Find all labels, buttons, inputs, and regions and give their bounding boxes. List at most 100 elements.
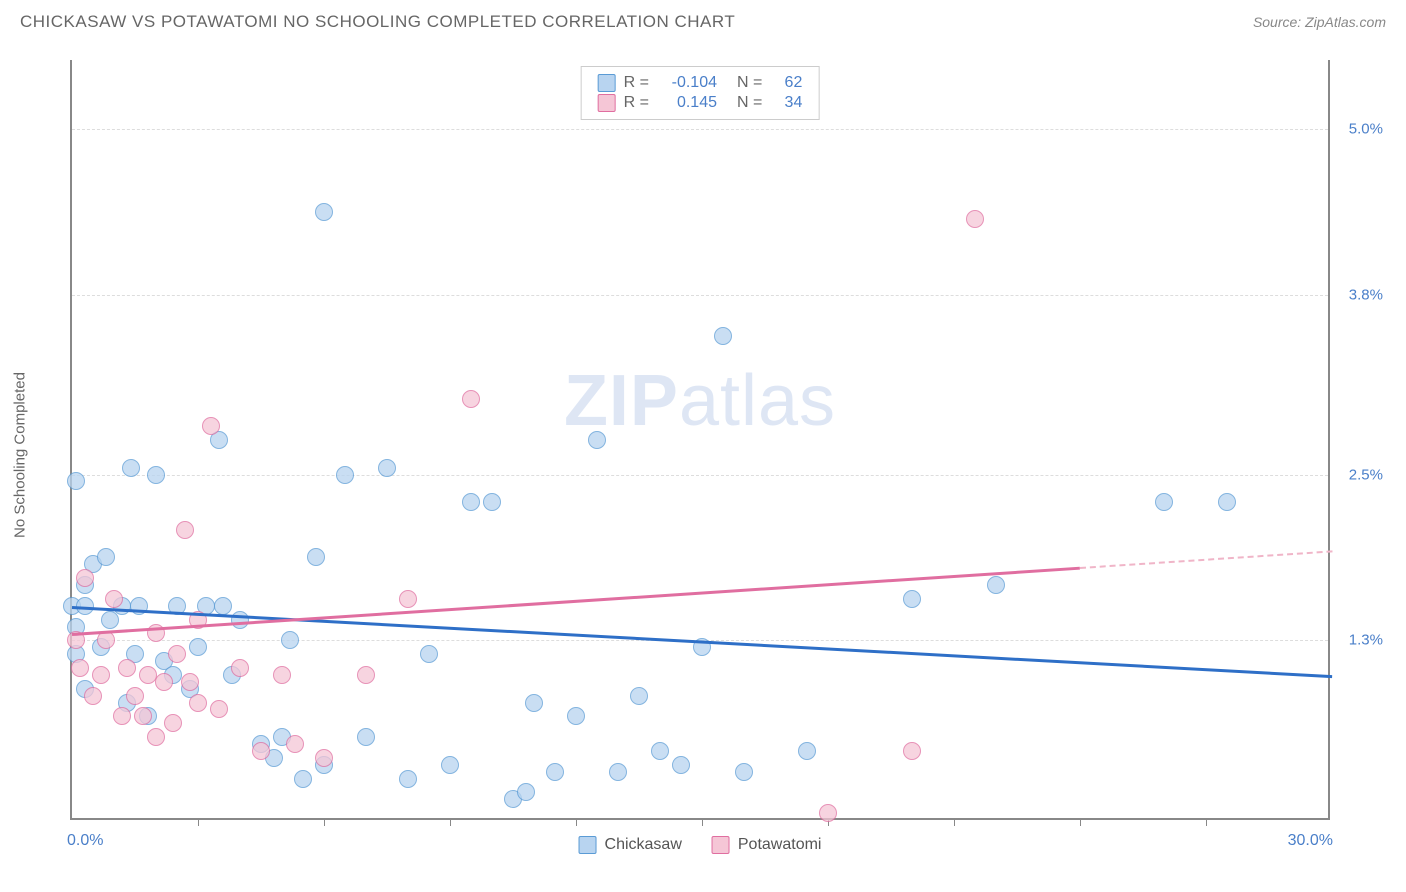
data-point	[139, 666, 157, 684]
data-point	[987, 576, 1005, 594]
data-point	[1218, 493, 1236, 511]
data-point	[210, 700, 228, 718]
legend-row: R = 0.145 N = 34	[598, 93, 803, 113]
data-point	[294, 770, 312, 788]
gridline	[72, 129, 1328, 130]
data-point	[714, 327, 732, 345]
data-point	[202, 417, 220, 435]
data-point	[588, 431, 606, 449]
trend-line	[1080, 551, 1332, 570]
legend-item: Potawatomi	[712, 836, 822, 854]
trend-line	[72, 606, 1332, 678]
data-point	[189, 638, 207, 656]
data-point	[252, 742, 270, 760]
data-point	[798, 742, 816, 760]
y-tick-label: 1.3%	[1349, 632, 1383, 649]
data-point	[903, 590, 921, 608]
data-point	[113, 707, 131, 725]
legend-swatch	[579, 836, 597, 854]
data-point	[567, 707, 585, 725]
gridline	[72, 475, 1328, 476]
n-label: N =	[737, 74, 762, 92]
data-point	[181, 673, 199, 691]
data-point	[147, 466, 165, 484]
data-point	[92, 666, 110, 684]
chart-title: CHICKASAW VS POTAWATOMI NO SCHOOLING COM…	[20, 12, 735, 32]
chart-container: No Schooling Completed ZIPatlas R =-0.10…	[50, 50, 1390, 860]
legend-swatch	[712, 836, 730, 854]
legend-row: R = -0.104 N = 62	[598, 73, 803, 93]
data-point	[546, 763, 564, 781]
data-point	[273, 666, 291, 684]
r-label: R =	[624, 74, 649, 92]
data-point	[122, 459, 140, 477]
data-point	[399, 590, 417, 608]
data-point	[378, 459, 396, 477]
data-point	[231, 659, 249, 677]
r-label: R =	[624, 94, 649, 112]
r-value: 0.145	[661, 94, 717, 112]
data-point	[281, 631, 299, 649]
data-point	[441, 756, 459, 774]
data-point	[966, 210, 984, 228]
x-axis-start-label: 0.0%	[67, 832, 103, 850]
data-point	[176, 521, 194, 539]
data-point	[286, 735, 304, 753]
data-point	[67, 472, 85, 490]
data-point	[483, 493, 501, 511]
data-point	[231, 611, 249, 629]
data-point	[525, 694, 543, 712]
data-point	[735, 763, 753, 781]
data-point	[168, 645, 186, 663]
data-point	[189, 694, 207, 712]
plot-area: ZIPatlas R =-0.104N =62R =0.145N =34 0.0…	[70, 60, 1330, 820]
data-point	[71, 659, 89, 677]
y-axis-label: No Schooling Completed	[12, 372, 29, 538]
gridline	[72, 295, 1328, 296]
series-legend: Chickasaw Potawatomi	[579, 836, 822, 854]
x-tick	[576, 818, 577, 826]
data-point	[118, 659, 136, 677]
data-point	[357, 728, 375, 746]
x-tick	[1080, 818, 1081, 826]
n-label: N =	[737, 94, 762, 112]
data-point	[672, 756, 690, 774]
legend-label: Potawatomi	[738, 836, 822, 854]
y-tick-label: 2.5%	[1349, 466, 1383, 483]
data-point	[134, 707, 152, 725]
r-value: -0.104	[661, 74, 717, 92]
data-point	[462, 493, 480, 511]
data-point	[147, 728, 165, 746]
legend-label: Chickasaw	[605, 836, 682, 854]
data-point	[164, 714, 182, 732]
data-point	[315, 203, 333, 221]
n-value: 62	[774, 74, 802, 92]
data-point	[84, 687, 102, 705]
x-tick	[324, 818, 325, 826]
data-point	[101, 611, 119, 629]
data-point	[420, 645, 438, 663]
x-tick	[450, 818, 451, 826]
data-point	[630, 687, 648, 705]
legend-item: Chickasaw	[579, 836, 682, 854]
data-point	[357, 666, 375, 684]
data-point	[399, 770, 417, 788]
legend-swatch	[598, 74, 616, 92]
data-point	[1155, 493, 1173, 511]
data-point	[105, 590, 123, 608]
x-axis-end-label: 30.0%	[1288, 832, 1333, 850]
x-tick	[702, 818, 703, 826]
data-point	[307, 548, 325, 566]
watermark: ZIPatlas	[564, 360, 836, 442]
source-attribution: Source: ZipAtlas.com	[1253, 14, 1386, 30]
n-value: 34	[774, 94, 802, 112]
data-point	[155, 673, 173, 691]
data-point	[819, 804, 837, 822]
x-tick	[954, 818, 955, 826]
x-tick	[198, 818, 199, 826]
y-tick-label: 3.8%	[1349, 286, 1383, 303]
data-point	[651, 742, 669, 760]
data-point	[462, 390, 480, 408]
data-point	[126, 687, 144, 705]
x-tick	[1206, 818, 1207, 826]
